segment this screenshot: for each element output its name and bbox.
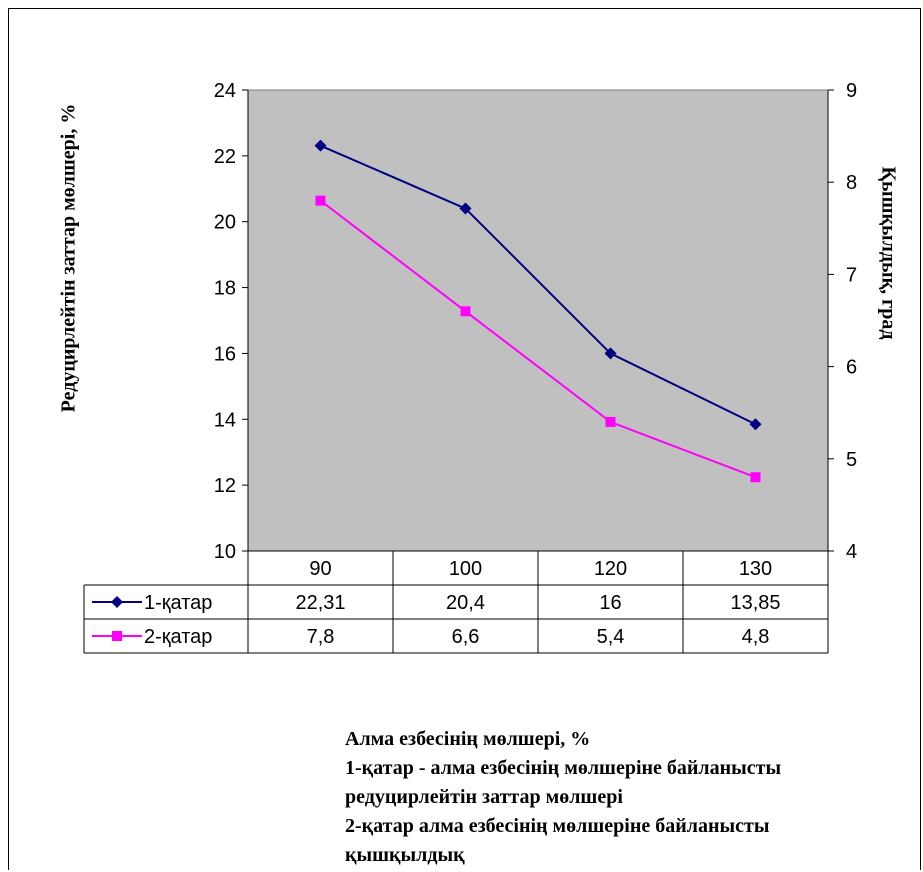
caption-line-4: 2-қатар алма езбесінің мөлшеріне байланы…	[345, 815, 770, 837]
legend-key-marker	[111, 596, 123, 608]
legend-label: 1-қатар	[144, 592, 212, 614]
y-tick-label-right: 8	[846, 172, 857, 194]
data-table-value: 20,4	[446, 592, 485, 614]
series-2-point	[605, 416, 616, 427]
x-category-label: 100	[449, 558, 482, 580]
series-1-line	[320, 144, 756, 426]
data-table-value: 4,8	[742, 626, 770, 648]
y-axis-label-left: Редуцирлейтін заттар мөлшері, %	[57, 103, 80, 413]
plot-area	[247, 89, 829, 552]
data-table-value: 6,6	[452, 626, 480, 648]
y-tick-label-right: 7	[846, 264, 857, 286]
chart-frame	[8, 8, 921, 870]
caption-line-2: 1-қатар - алма езбесінің мөлшеріне байла…	[345, 757, 782, 779]
series-2-point	[315, 195, 326, 206]
legend-label: 2-қатар	[144, 626, 212, 648]
series-1-point	[749, 418, 762, 431]
x-category-label: 90	[309, 558, 331, 580]
y-tick-label-right: 4	[846, 541, 857, 563]
caption-line-3: редуцирлейтін заттар мөлшері	[345, 786, 623, 808]
legend-key-marker	[112, 631, 122, 641]
y-tick-label-left: 20	[214, 212, 236, 234]
series-2-point	[460, 306, 471, 317]
data-table-value: 13,85	[730, 592, 780, 614]
caption-line-1: Алма езбесінің мөлшері, %	[345, 728, 591, 750]
series-2-point	[750, 472, 761, 483]
caption-line-5: қышқылдық	[345, 844, 465, 866]
data-table-value: 22,31	[295, 592, 345, 614]
x-category-label: 130	[739, 558, 772, 580]
y-tick-label-right: 6	[846, 357, 857, 379]
y-tick-label-right: 9	[846, 80, 857, 102]
y-tick-label-left: 24	[214, 80, 236, 102]
data-table-value: 16	[599, 592, 621, 614]
caption: Алма езбесінің мөлшері, % 1-қатар - алма…	[345, 725, 781, 870]
series-1-point	[604, 347, 617, 360]
data-table-value: 7,8	[307, 626, 335, 648]
y-axis-label-right: Қышқылдық, град	[877, 166, 900, 340]
y-tick-label-left: 10	[214, 541, 236, 563]
y-tick-label-left: 12	[214, 475, 236, 497]
y-tick-label-left: 22	[214, 146, 236, 168]
data-table-value: 5,4	[597, 626, 625, 648]
y-tick-label-left: 14	[214, 409, 236, 431]
series-1-point	[314, 139, 327, 152]
series-2-line	[319, 199, 756, 479]
series-1-point	[459, 202, 472, 215]
x-category-label: 120	[594, 558, 627, 580]
y-tick-label-left: 16	[214, 343, 236, 365]
y-tick-label-left: 18	[214, 278, 236, 300]
y-tick-label-right: 5	[846, 449, 857, 471]
